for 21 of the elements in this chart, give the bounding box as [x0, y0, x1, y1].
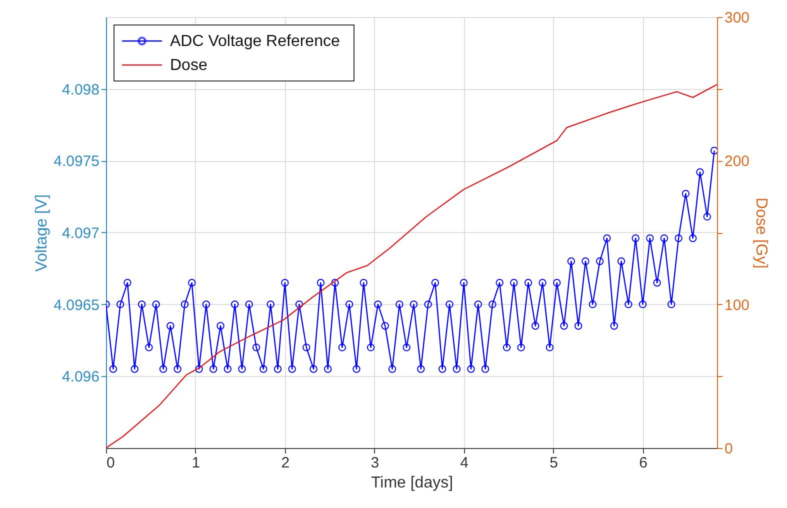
y2-tick-label: 100	[724, 296, 750, 314]
y-axis-title: Voltage [V]	[34, 194, 51, 272]
y2-tick-label: 300	[724, 10, 750, 26]
x-tick-label: 5	[550, 454, 558, 472]
y-tick-label: 4.0975	[54, 153, 100, 170]
legend-label: ADC Voltage Reference	[170, 33, 340, 50]
y-tick-label: 4.097	[62, 225, 100, 242]
x-tick-label: 0	[106, 454, 115, 472]
x-tick-label: 4	[460, 454, 469, 472]
y2-axis-title: Dose [Gy]	[752, 197, 770, 269]
x-tick-label: 6	[639, 454, 648, 472]
y2-tick-label: 200	[724, 153, 750, 170]
y2-tick-label: 0	[724, 440, 733, 458]
x-tick-label: 1	[192, 454, 200, 472]
x-tick-label: 2	[281, 454, 290, 472]
x-axis-title: Time [days]	[370, 474, 454, 492]
y-tick-label: 4.0965	[54, 296, 100, 314]
y-tick-label: 4.098	[62, 81, 100, 98]
y-tick-label: 4.096	[62, 368, 100, 386]
legend-label: Dose	[170, 57, 208, 74]
x-tick-label: 3	[370, 454, 380, 472]
